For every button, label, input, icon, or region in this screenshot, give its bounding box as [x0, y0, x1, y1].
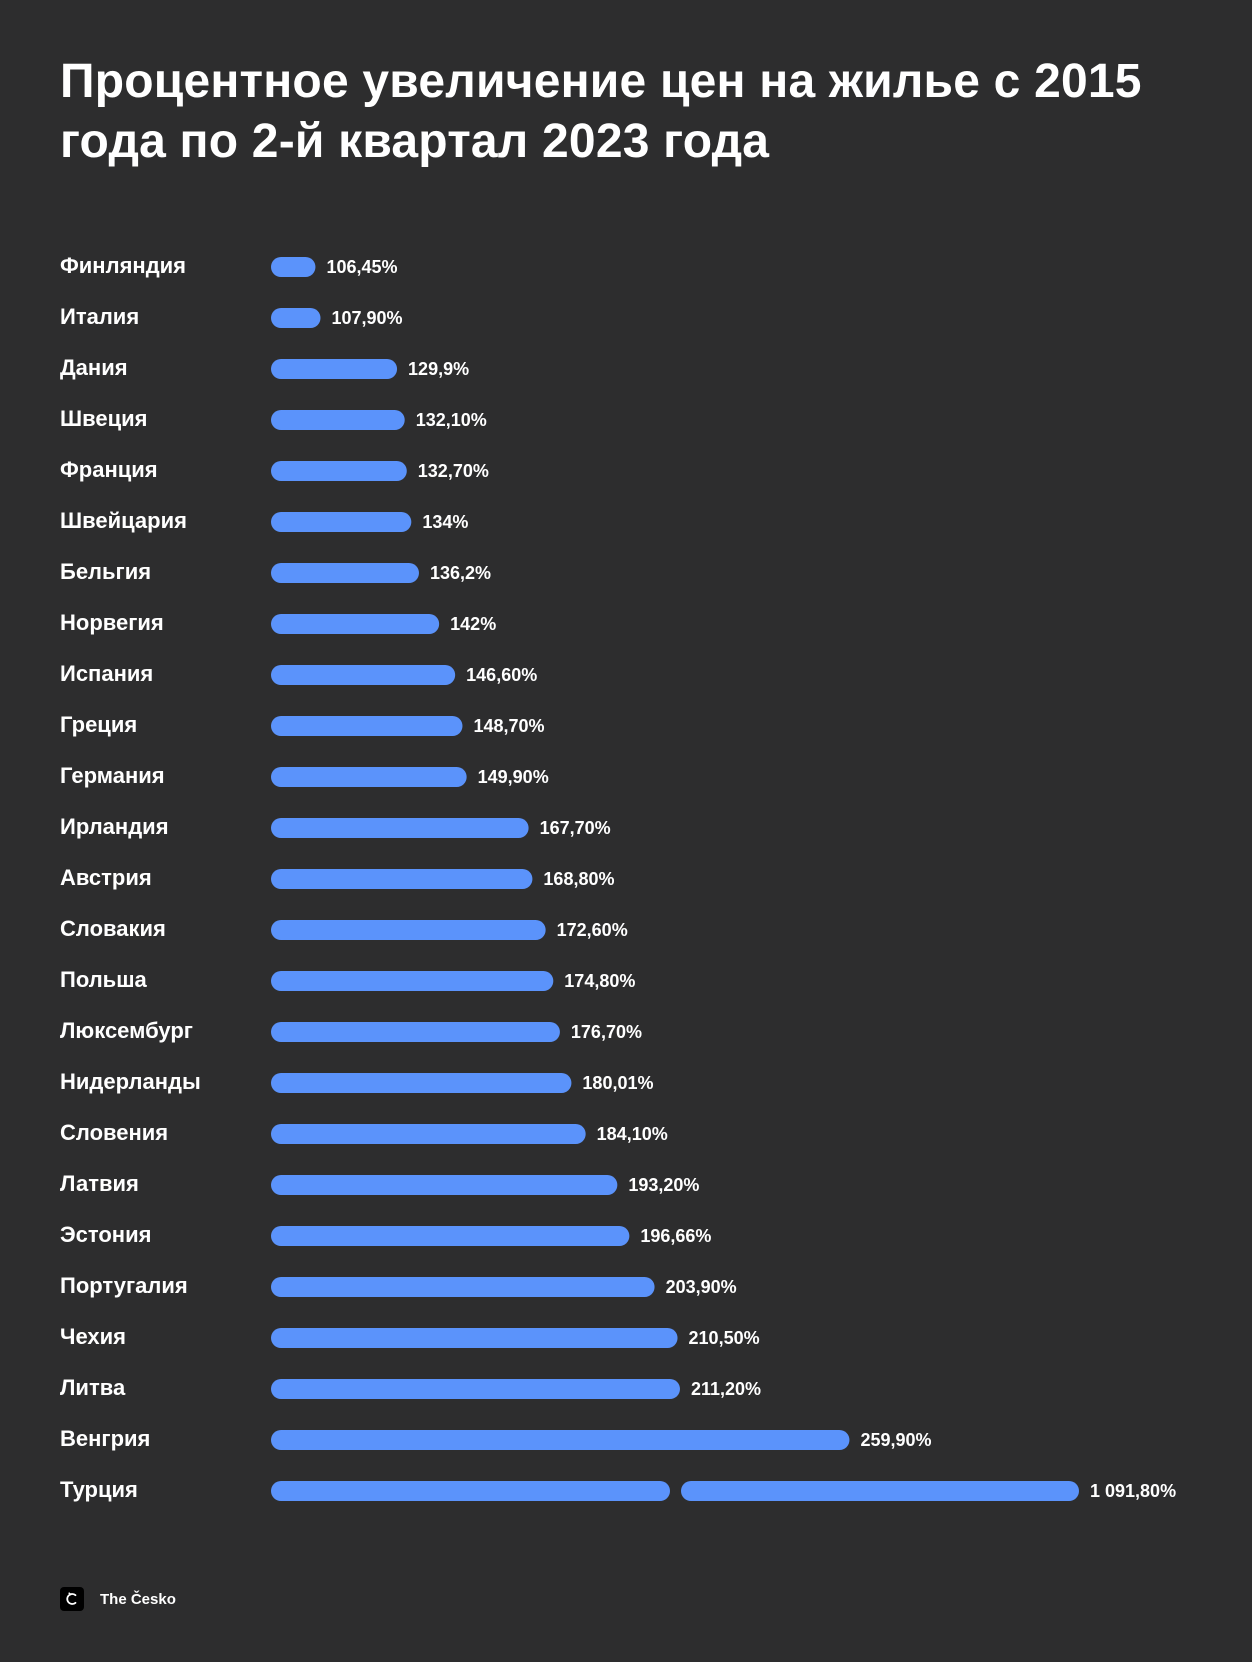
category-label: Турция: [60, 1477, 138, 1502]
chart-title: Процентное увеличение цен на жилье с 201…: [60, 55, 1142, 168]
bar: [271, 1481, 670, 1501]
value-label: 172,60%: [557, 920, 628, 940]
category-label: Испания: [60, 661, 153, 686]
value-label: 134%: [422, 512, 468, 532]
value-label: 148,70%: [473, 716, 544, 736]
bar: [271, 1328, 678, 1348]
bar: [271, 1124, 586, 1144]
value-label: 210,50%: [689, 1328, 760, 1348]
value-label: 168,80%: [543, 869, 614, 889]
value-label: 174,80%: [564, 971, 635, 991]
value-label: 211,20%: [691, 1379, 761, 1399]
value-label: 129,9%: [408, 359, 469, 379]
value-label: 107,90%: [331, 308, 402, 328]
bar: [271, 869, 533, 889]
bar: [271, 410, 405, 430]
bar: [271, 971, 554, 991]
value-label: 167,70%: [540, 818, 611, 838]
value-label: 136,2%: [430, 563, 491, 583]
bar: [271, 461, 407, 481]
value-label: 132,70%: [418, 461, 489, 481]
category-label: Бельгия: [60, 559, 151, 584]
value-label: 132,10%: [416, 410, 487, 430]
category-label: Финляндия: [60, 253, 186, 278]
bar: [271, 1379, 680, 1399]
bar: [271, 308, 321, 328]
category-label: Словакия: [60, 916, 166, 941]
category-label: Дания: [60, 355, 128, 380]
category-label: Польша: [60, 967, 148, 992]
value-label: 196,66%: [640, 1226, 711, 1246]
category-label: Германия: [60, 763, 165, 788]
category-label: Эстония: [60, 1222, 151, 1247]
value-label: 176,70%: [571, 1022, 642, 1042]
category-label: Словения: [60, 1120, 168, 1145]
value-label: 203,90%: [666, 1277, 737, 1297]
category-label: Чехия: [60, 1324, 126, 1349]
category-label: Ирландия: [60, 814, 169, 839]
bar: [271, 1226, 630, 1246]
category-label: Греция: [60, 712, 137, 737]
bar: [271, 614, 440, 634]
bar: [271, 1277, 655, 1297]
value-label: 259,90%: [860, 1430, 931, 1450]
bar: [271, 1073, 572, 1093]
value-label: 184,10%: [597, 1124, 668, 1144]
value-label: 180,01%: [582, 1073, 653, 1093]
value-label: 146,60%: [466, 665, 537, 685]
value-label: 193,20%: [628, 1175, 699, 1195]
bar: [271, 359, 398, 379]
bar: [271, 512, 412, 532]
category-label: Норвегия: [60, 610, 164, 635]
category-label: Португалия: [60, 1273, 188, 1298]
value-label: 1 091,80%: [1090, 1481, 1176, 1501]
footer: The Česko: [60, 1587, 176, 1611]
category-label: Австрия: [60, 865, 152, 890]
category-label: Швеция: [60, 406, 147, 431]
category-label: Венгрия: [60, 1426, 150, 1451]
c-logo-icon: [60, 1587, 84, 1611]
category-label: Италия: [60, 304, 139, 329]
bar: [271, 1430, 850, 1450]
bar: [271, 716, 463, 736]
value-label: 106,45%: [326, 257, 397, 277]
value-label: 149,90%: [478, 767, 549, 787]
value-label: 142%: [450, 614, 496, 634]
category-label: Швейцария: [60, 508, 187, 533]
bar-chart: Финляндия 106,45% Италия 107,90% Дания 129,9%…: [60, 253, 1176, 1502]
bar: [271, 563, 419, 583]
brand-name: The Česko: [100, 1590, 176, 1608]
bar: [271, 767, 467, 787]
bar: [271, 1175, 618, 1195]
bar: [271, 920, 546, 940]
bar: [271, 818, 529, 838]
category-label: Нидерланды: [60, 1069, 201, 1094]
bar-continued: [681, 1481, 1079, 1501]
category-label: Литва: [60, 1375, 126, 1400]
bar: [271, 257, 316, 277]
bar: [271, 1022, 560, 1042]
bar: [271, 665, 456, 685]
category-label: Люксембург: [60, 1018, 193, 1043]
category-label: Латвия: [60, 1171, 139, 1196]
category-label: Франция: [60, 457, 158, 482]
